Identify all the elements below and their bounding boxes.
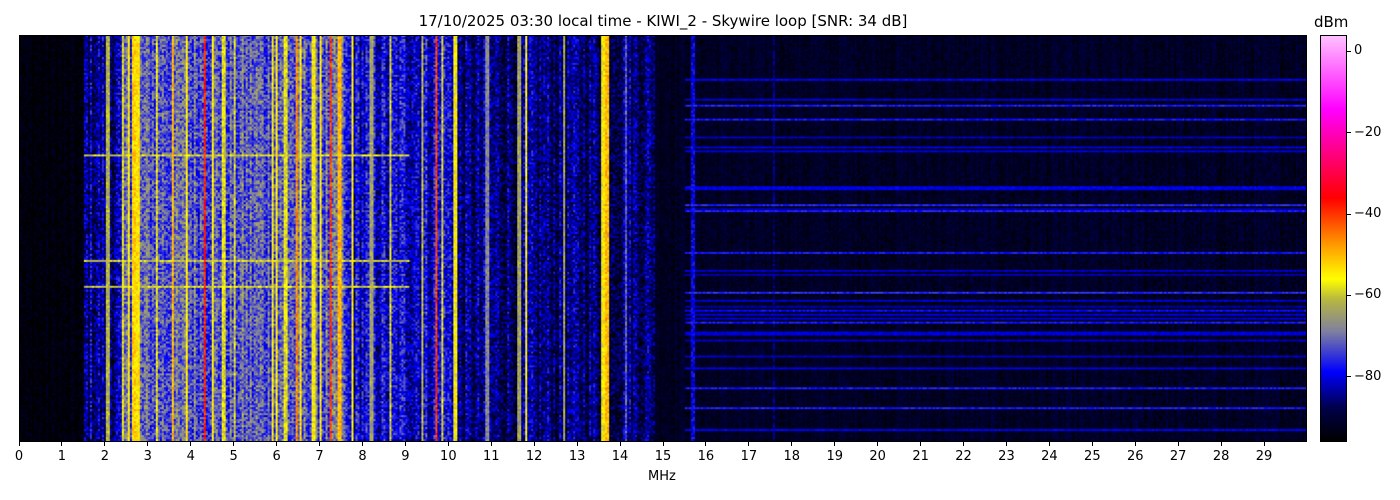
colorbar-label: dBm [1314, 13, 1349, 31]
colorbar-tick-label: −80 [1354, 368, 1382, 384]
x-tick-mark [190, 442, 192, 446]
x-tick-label: 14 [611, 449, 629, 464]
x-tick-label: 11 [482, 449, 500, 464]
x-tick-mark [791, 442, 793, 446]
x-tick-mark [233, 442, 235, 446]
x-tick-mark [104, 442, 106, 446]
x-tick-mark [662, 442, 664, 446]
x-tick-mark [404, 442, 406, 446]
spectrogram-heatmap [19, 35, 1307, 442]
x-tick-label: 24 [1041, 449, 1058, 464]
x-tick-label: 28 [1212, 449, 1230, 464]
x-tick-label: 2 [100, 449, 109, 464]
x-tick-mark [748, 442, 750, 446]
x-tick-mark [319, 442, 321, 446]
x-tick-mark [619, 442, 621, 446]
colorbar-tick-mark [1347, 294, 1351, 296]
chart-title: 17/10/2025 03:30 local time - KIWI_2 - S… [418, 12, 908, 30]
x-tick-label: 5 [229, 449, 238, 464]
x-tick-mark [963, 442, 965, 446]
x-tick-mark [877, 442, 879, 446]
colorbar-tick-label: −40 [1354, 206, 1382, 222]
x-tick-label: 17 [740, 449, 758, 464]
x-tick-mark [576, 442, 578, 446]
colorbar-tick-mark [1347, 132, 1351, 134]
x-tick-label: 25 [1084, 449, 1101, 464]
x-tick-label: 7 [315, 449, 324, 464]
x-tick-mark [533, 442, 535, 446]
x-tick-mark [276, 442, 278, 446]
x-tick-label: 4 [186, 449, 195, 464]
x-tick-mark [490, 442, 492, 446]
x-tick-label: 6 [272, 449, 281, 464]
x-tick-mark [1263, 442, 1265, 446]
x-tick-mark [18, 442, 20, 446]
colorbar-tick-label: 0 [1354, 43, 1363, 59]
x-tick-mark [361, 442, 363, 446]
x-tick-label: 22 [955, 449, 972, 464]
x-tick-label: 12 [525, 449, 543, 464]
x-tick-label: 23 [998, 449, 1015, 464]
x-tick-label: 19 [826, 449, 843, 464]
x-tick-mark [1220, 442, 1222, 446]
x-tick-mark [834, 442, 836, 446]
x-tick-label: 29 [1255, 449, 1273, 464]
x-tick-mark [61, 442, 63, 446]
x-tick-label: 21 [912, 449, 929, 464]
colorbar-tick-label: −60 [1354, 287, 1382, 303]
x-tick-mark [1048, 442, 1050, 446]
x-tick-label: 15 [654, 449, 672, 464]
colorbar [1320, 35, 1347, 442]
x-tick-mark [1091, 442, 1093, 446]
x-axis-label: MHz [648, 469, 676, 484]
x-tick-mark [920, 442, 922, 446]
x-tick-label: 18 [783, 449, 801, 464]
x-tick-label: 0 [14, 449, 24, 464]
x-tick-label: 16 [697, 449, 715, 464]
x-tick-label: 20 [869, 449, 886, 464]
x-tick-mark [1177, 442, 1179, 446]
x-tick-label: 10 [440, 449, 457, 464]
x-tick-mark [447, 442, 449, 446]
colorbar-tick-mark [1347, 213, 1351, 215]
colorbar-tick-mark [1347, 50, 1351, 52]
x-tick-label: 13 [568, 449, 586, 464]
x-tick-label: 26 [1126, 449, 1144, 464]
x-tick-mark [705, 442, 707, 446]
colorbar-tick-mark [1347, 376, 1351, 378]
colorbar-tick-label: −20 [1354, 124, 1382, 140]
x-tick-label: 9 [401, 449, 410, 464]
x-tick-mark [1134, 442, 1136, 446]
x-tick-label: 8 [358, 449, 367, 464]
x-tick-mark [147, 442, 149, 446]
x-tick-label: 3 [143, 449, 152, 464]
x-tick-mark [1005, 442, 1007, 446]
x-tick-label: 1 [57, 449, 67, 464]
x-tick-label: 27 [1169, 449, 1187, 464]
